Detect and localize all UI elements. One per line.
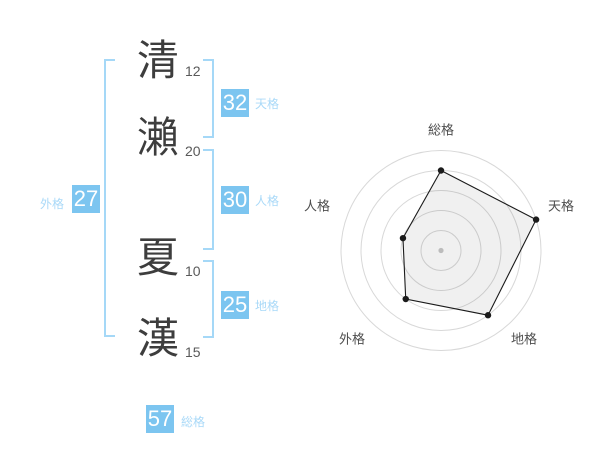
chikaku-label: 地格 bbox=[255, 299, 280, 313]
radar-grid-ring bbox=[420, 230, 462, 271]
radar-data-point bbox=[532, 216, 540, 223]
soukaku-value-badge: 57 bbox=[146, 405, 174, 433]
surname-char-1: 清 bbox=[137, 37, 180, 84]
radar-axis-label: 人格 bbox=[304, 199, 330, 214]
tenkaku-value-badge: 32 bbox=[221, 89, 249, 117]
radar-grid-ring bbox=[380, 190, 502, 311]
jinkaku-label: 人格 bbox=[255, 194, 280, 208]
gaikaku-value-badge: 27 bbox=[72, 185, 100, 213]
given-char-1: 夏 bbox=[137, 234, 180, 281]
stroke-count-given-1: 10 bbox=[185, 263, 201, 279]
radar-data-point bbox=[484, 312, 492, 319]
radar-grid-ring bbox=[400, 210, 482, 291]
name-diagram: 清 瀨 夏 漢 12 20 10 15 外格 27 32 天格 30 人格 25… bbox=[0, 0, 290, 470]
radar-axis-label: 天格 bbox=[548, 199, 574, 214]
tenkaku-bracket bbox=[203, 59, 214, 138]
radar-data-point bbox=[399, 234, 407, 242]
radar-axis-label: 地格 bbox=[511, 332, 537, 347]
stroke-count-given-2: 15 bbox=[185, 344, 201, 360]
radar-data-point bbox=[437, 167, 445, 174]
radar-axis-label: 総格 bbox=[428, 123, 454, 138]
radar-polygon bbox=[402, 169, 537, 316]
gaikaku-bracket bbox=[104, 59, 115, 337]
radar-axis-label: 外格 bbox=[339, 332, 365, 347]
chikaku-bracket bbox=[203, 260, 214, 338]
gaikaku-label: 外格 bbox=[40, 197, 65, 211]
radar-center-dot bbox=[438, 247, 444, 254]
soukaku-label: 総格 bbox=[181, 415, 206, 429]
radar-data-point bbox=[402, 295, 409, 303]
given-char-2: 漢 bbox=[137, 315, 180, 362]
stroke-count-surname-2: 20 bbox=[185, 143, 201, 159]
surname-char-2: 瀨 bbox=[137, 114, 180, 161]
radar-grid-ring bbox=[340, 150, 542, 351]
jinkaku-bracket bbox=[203, 149, 214, 250]
tenkaku-label: 天格 bbox=[255, 97, 280, 111]
chikaku-value-badge: 25 bbox=[221, 291, 249, 319]
stroke-count-surname-1: 12 bbox=[185, 63, 201, 79]
jinkaku-value-badge: 30 bbox=[221, 186, 249, 214]
